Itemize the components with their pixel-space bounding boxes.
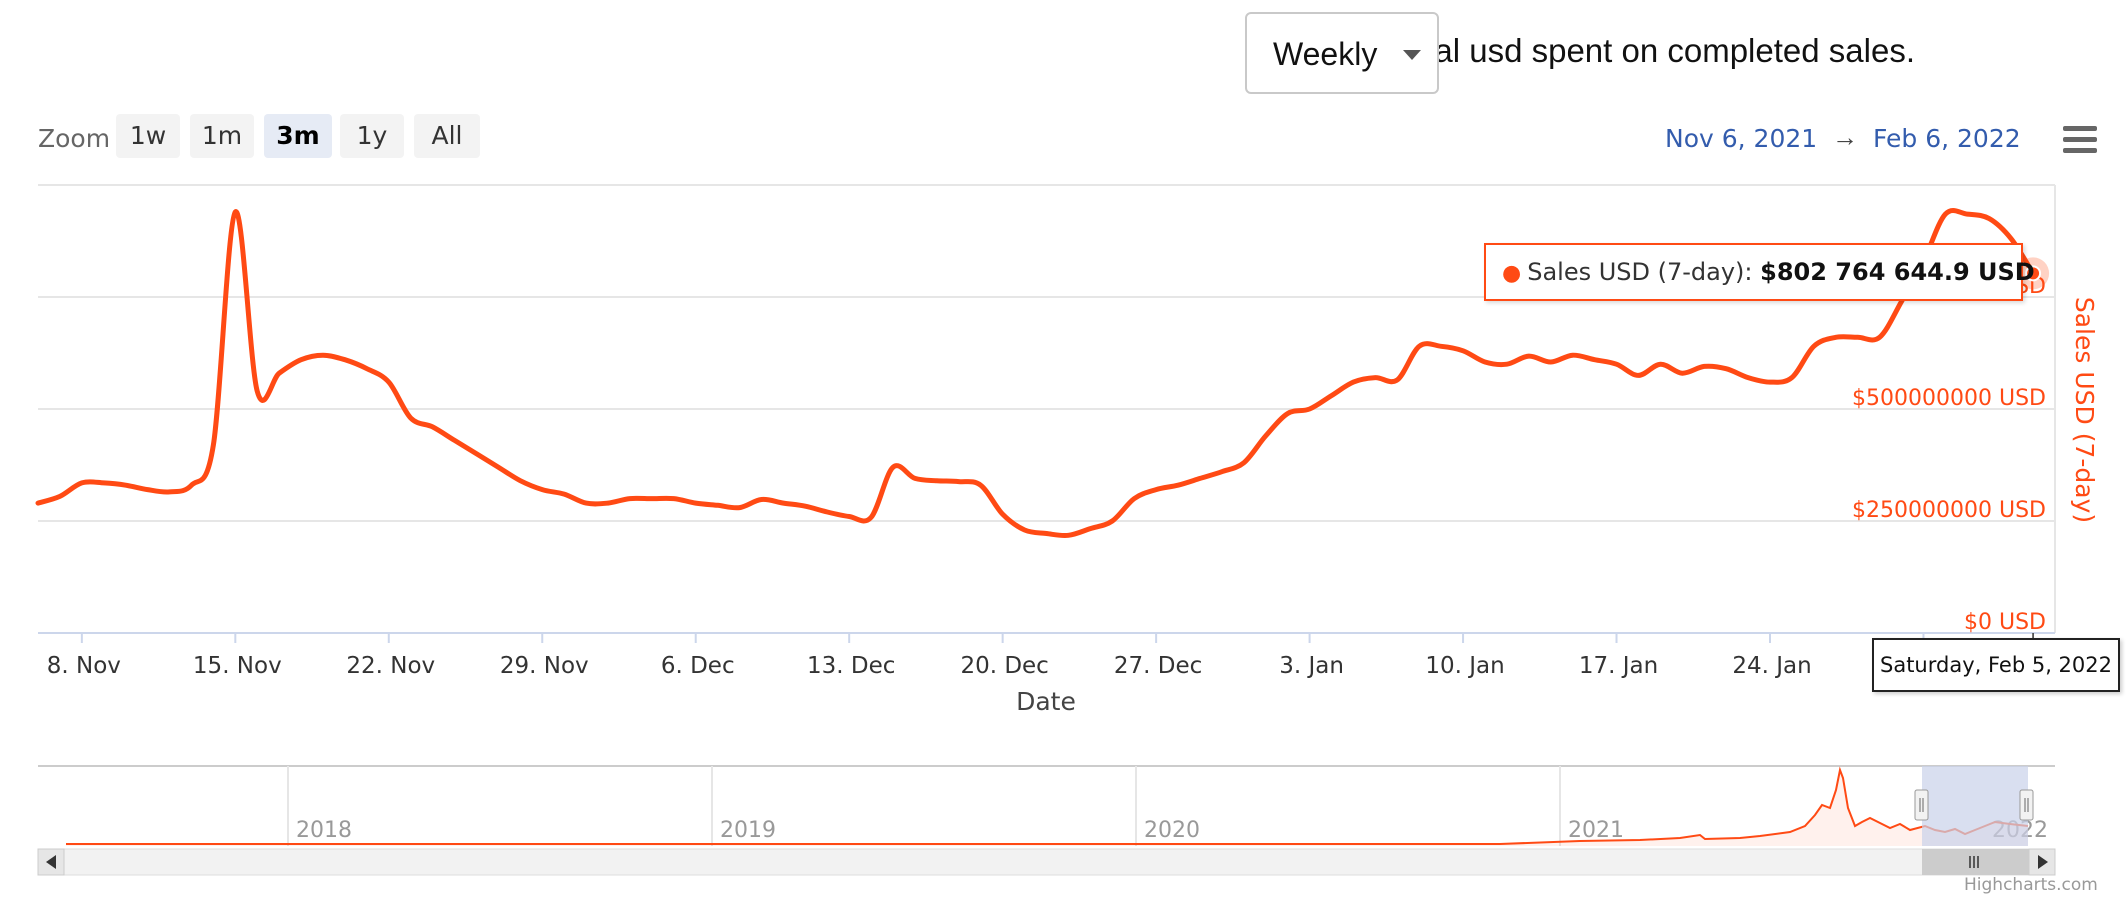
scrollbar-left-button[interactable] bbox=[37, 848, 65, 876]
y-tick-label: $250000000 USD bbox=[1852, 498, 2046, 523]
date-tooltip: Saturday, Feb 5, 2022 bbox=[1872, 638, 2120, 692]
scrollbar-track[interactable] bbox=[37, 848, 2056, 876]
chart-title-text: Total usd spent on completed sales. bbox=[1390, 32, 1915, 69]
zoom-button-1w[interactable]: 1w bbox=[116, 114, 180, 158]
range-arrow: → bbox=[1832, 122, 1858, 152]
hamburger-menu-icon[interactable] bbox=[2063, 126, 2097, 154]
range-from-input[interactable]: Nov 6, 2021 bbox=[1665, 124, 1818, 153]
period-select[interactable]: Weekly bbox=[1245, 12, 1439, 94]
series-line-sales-usd bbox=[35, 207, 2036, 539]
chevron-left-icon bbox=[46, 855, 56, 869]
period-select-value: Weekly bbox=[1273, 36, 1378, 72]
navigator-series-area bbox=[66, 770, 2028, 846]
series-dot-icon: ● bbox=[1502, 261, 1522, 286]
zoom-button-3m[interactable]: 3m bbox=[264, 114, 332, 158]
navigator-year-label: 2021 bbox=[1568, 818, 1624, 843]
x-tick-label: 6. Dec bbox=[661, 653, 735, 679]
y-axis-ticks: $0 USD$250000000 USD$500000000 USD$75000… bbox=[1852, 274, 2046, 635]
navigator-selected-range[interactable] bbox=[1922, 766, 2028, 846]
navigator-year-label: 2020 bbox=[1144, 818, 1200, 843]
x-tick-label: 27. Dec bbox=[1114, 653, 1202, 679]
zoom-label: Zoom bbox=[38, 124, 111, 153]
navigator-left-handle[interactable] bbox=[1914, 789, 1929, 821]
chevron-right-icon bbox=[2038, 855, 2048, 869]
zoom-button-1m[interactable]: 1m bbox=[190, 114, 254, 158]
x-tick-label: 22. Nov bbox=[346, 653, 435, 679]
x-tick-label: 17. Jan bbox=[1579, 653, 1658, 679]
navigator-series-line bbox=[66, 766, 2029, 845]
x-tick-label: 15. Nov bbox=[193, 653, 282, 679]
highcharts-credits-link[interactable]: Highcharts.com bbox=[1964, 875, 2098, 895]
x-tick-label: 3. Jan bbox=[1279, 653, 1344, 679]
x-tick-label: 29. Nov bbox=[500, 653, 589, 679]
zoom-button-1y[interactable]: 1y bbox=[340, 114, 404, 158]
x-axis-ticks: 8. Nov 15. Nov 22. Nov 29. Nov 6. Dec 13. Dec… bbox=[47, 633, 1925, 679]
x-tick-label: 20. Dec bbox=[960, 653, 1048, 679]
navigator[interactable]: 20182019202020212022 bbox=[38, 765, 2055, 846]
x-tick-label: 24. Jan bbox=[1732, 653, 1811, 679]
series-tooltip: ● Sales USD (7-day): $802 764 644.9 USD bbox=[1484, 243, 2035, 301]
x-tick-label: 8. Nov bbox=[47, 653, 121, 679]
chevron-down-icon bbox=[1403, 50, 1421, 60]
x-axis-title: Date bbox=[1016, 687, 1076, 716]
tooltip-value: $802 764 644.9 USD bbox=[1760, 258, 2035, 286]
y-axis-title: Sales USD (7-day) bbox=[2070, 297, 2099, 523]
x-tick-label: 10. Jan bbox=[1425, 653, 1504, 679]
navigator-right-handle[interactable] bbox=[2019, 789, 2034, 821]
zoom-button-all[interactable]: All bbox=[414, 114, 480, 158]
y-tick-label: $500000000 USD bbox=[1852, 386, 2046, 411]
navigator-year-label: 2018 bbox=[296, 818, 352, 843]
y-tick-label: $0 USD bbox=[1964, 610, 2046, 635]
scrollbar-thumb[interactable] bbox=[1922, 849, 2029, 875]
range-to-input[interactable]: Feb 6, 2022 bbox=[1873, 124, 2021, 153]
tooltip-series-label: Sales USD (7-day): bbox=[1527, 258, 1761, 286]
x-tick-label: 13. Dec bbox=[807, 653, 895, 679]
navigator-scrollbar[interactable] bbox=[37, 848, 2056, 876]
hover-point[interactable] bbox=[2025, 265, 2042, 282]
navigator-year-label: 2019 bbox=[720, 818, 776, 843]
